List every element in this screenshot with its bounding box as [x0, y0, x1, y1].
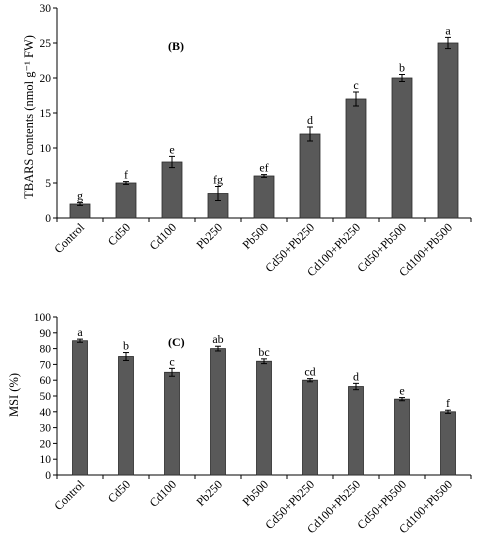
x-tick-label: Cd50 [105, 220, 133, 248]
bar [391, 77, 413, 219]
y-tick-label: 0 [45, 470, 51, 482]
significance-label: cd [304, 365, 315, 379]
x-tick-label: Pb250 [194, 477, 226, 509]
x-tick-label: Control [51, 220, 87, 256]
bar [299, 133, 321, 219]
bar [348, 386, 364, 476]
bar [210, 348, 226, 476]
significance-label: f [124, 168, 128, 182]
bar [302, 379, 318, 476]
bar [437, 42, 459, 219]
significance-label: b [123, 339, 129, 353]
significance-label: a [445, 23, 451, 37]
y-axis-title-b: TBARS contents (nmol g⁻¹ FW) [22, 35, 36, 199]
y-tick-label: 5 [45, 178, 51, 190]
significance-label: a [77, 325, 83, 339]
chart-panel-c: (C) MSI (%) 0 10 20 30 40 50 60 70 80 90 100 a Contr… [7, 312, 472, 536]
significance-label: bc [258, 345, 269, 359]
x-tick-label: Control [51, 477, 87, 513]
bar [345, 98, 367, 219]
significance-label: fg [213, 173, 223, 187]
panel-label-c: (C) [168, 335, 185, 349]
x-tick-label: Cd50 [105, 477, 133, 505]
y-axis-title-c: MSI (%) [7, 373, 21, 417]
bar [115, 182, 137, 219]
y-tick-label: 50 [40, 391, 52, 403]
significance-label: f [446, 396, 450, 410]
significance-label: ab [212, 332, 223, 346]
y-tick-label: 0 [45, 213, 51, 225]
x-tick-label: Pb250 [194, 220, 226, 252]
y-tick-label: 10 [40, 454, 52, 466]
significance-label: g [77, 189, 83, 203]
significance-label: ef [259, 161, 268, 175]
significance-label: e [399, 384, 404, 398]
y-tick-label: 60 [40, 375, 52, 387]
significance-label: b [399, 61, 405, 75]
bar [118, 356, 134, 476]
significance-label: d [307, 113, 313, 127]
y-tick-label: 70 [40, 359, 52, 371]
y-tick-label: 40 [40, 407, 52, 419]
chart-panel-b: (B) TBARS contents (nmol g⁻¹ FW) 0 5 10 15 2… [22, 3, 472, 279]
y-tick-label: 90 [40, 328, 52, 340]
bar [69, 203, 91, 219]
bar [161, 161, 183, 219]
x-tick-label: Pb500 [240, 477, 272, 509]
y-tick-label: 20 [40, 438, 52, 450]
y-tick-label: 30 [40, 423, 52, 435]
x-tick-label: Cd100 [147, 220, 180, 253]
bar [72, 340, 88, 476]
bar [253, 175, 275, 219]
y-tick-label: 30 [40, 3, 52, 15]
x-tick-label: Cd100 [147, 477, 180, 510]
bar [394, 398, 410, 476]
x-tick-label: Pb500 [240, 220, 272, 252]
y-tick-label: 20 [40, 73, 52, 85]
y-tick-label: 25 [40, 38, 52, 50]
bar [440, 411, 456, 476]
y-tick-label: 100 [34, 312, 52, 324]
y-tick-label: 15 [40, 108, 52, 120]
significance-label: e [169, 142, 174, 156]
bar [164, 371, 180, 476]
bar [256, 360, 272, 476]
y-tick-label: 80 [40, 344, 52, 356]
significance-label: c [353, 78, 358, 92]
significance-label: d [353, 369, 359, 383]
significance-label: c [169, 354, 174, 368]
y-tick-label: 10 [40, 143, 52, 155]
panel-label-b: (B) [168, 39, 184, 53]
